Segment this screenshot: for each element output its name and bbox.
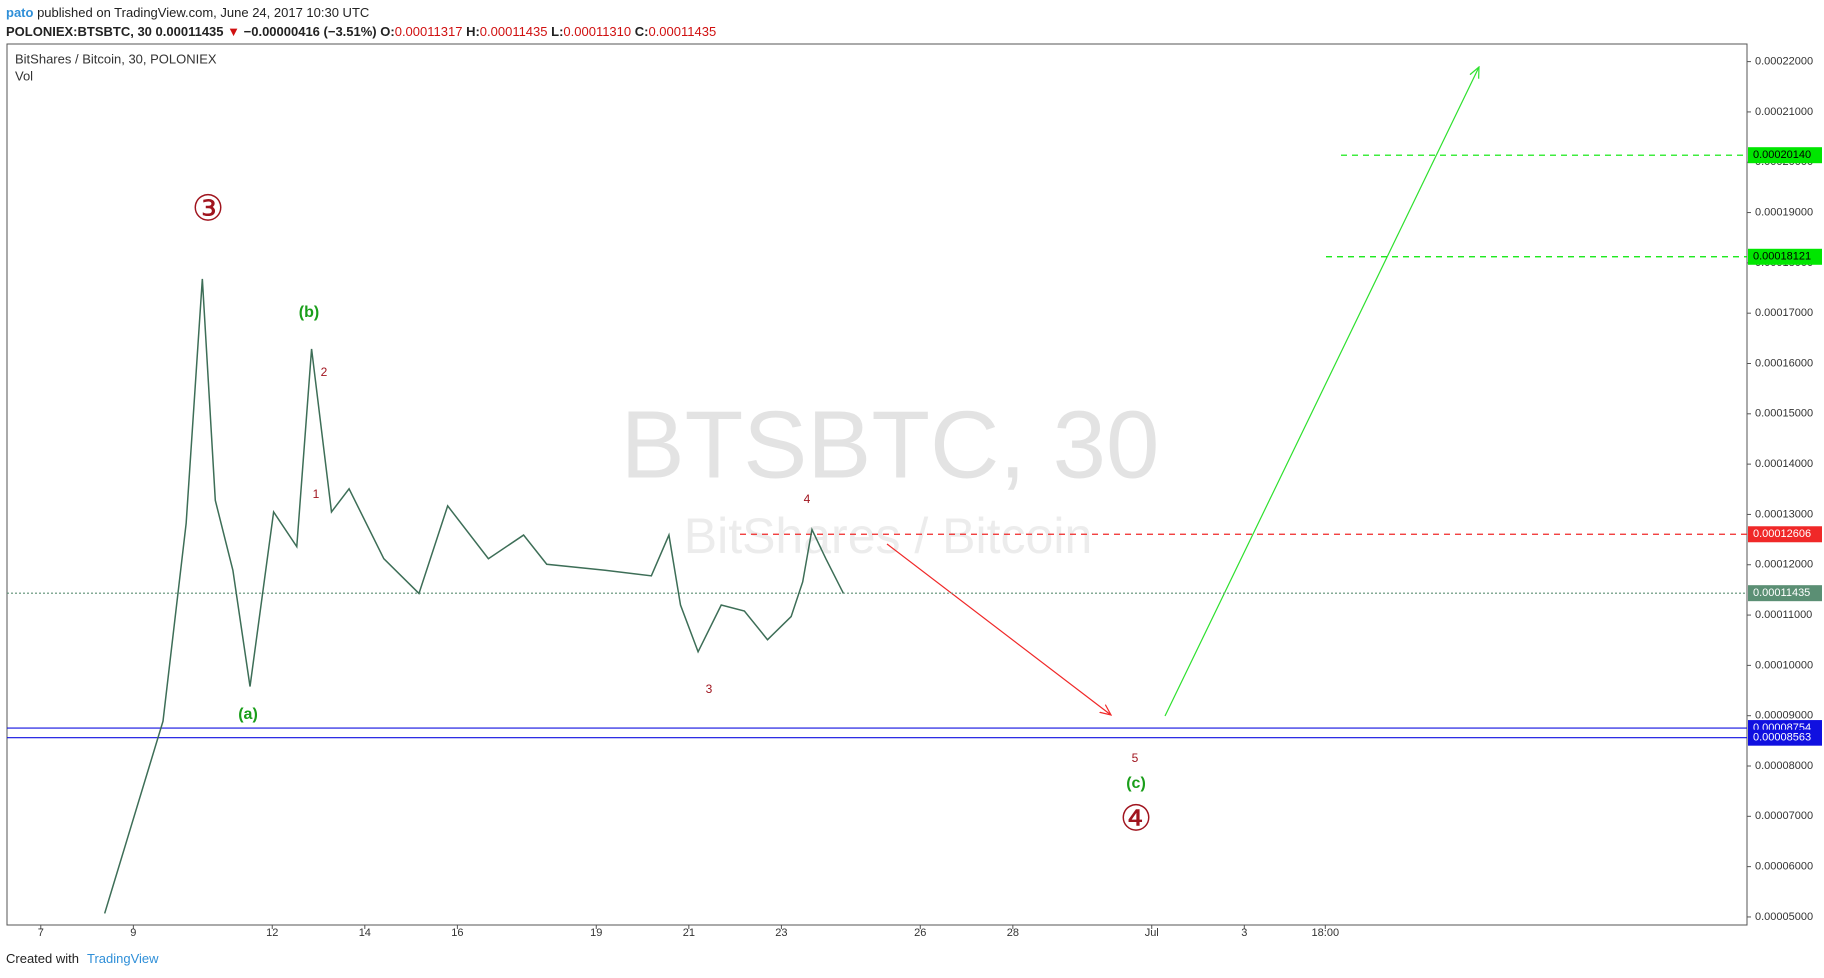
price-level-label: 0.00012606	[1753, 528, 1811, 540]
x-tick-label: 9	[130, 927, 136, 939]
y-tick-label: 0.00009000	[1755, 710, 1813, 722]
y-tick-label: 0.00013000	[1755, 508, 1813, 520]
x-tick-label: 3	[1241, 927, 1247, 939]
wave-label: (a)	[238, 706, 258, 723]
y-tick-label: 0.00014000	[1755, 458, 1813, 470]
brand[interactable]: TradingView	[86, 951, 159, 966]
price-level-label: 0.00020140	[1753, 149, 1811, 161]
price-level-tag	[1748, 585, 1822, 602]
header: pato published on TradingView.com, June …	[6, 3, 716, 41]
created: Created with	[6, 951, 79, 966]
wave-label: 5	[1132, 751, 1139, 765]
price-level-label: 0.00008563	[1753, 732, 1811, 744]
legend-title: BitShares / Bitcoin, 30, POLONIEX	[15, 51, 217, 66]
price-level-tag	[1748, 147, 1822, 164]
x-tick-label: 7	[38, 927, 44, 939]
footer: Created with TradingView	[6, 951, 159, 966]
price-line	[103, 278, 845, 914]
forecast-arrow	[886, 543, 1111, 715]
y-tick-label: 0.00021000	[1755, 106, 1813, 118]
ohlc-label: H:	[466, 24, 480, 39]
author[interactable]: pato	[6, 5, 34, 20]
wave-label: ③	[192, 188, 224, 229]
ohlc-value: 0.00011310	[563, 24, 632, 39]
y-tick-label: 0.00016000	[1755, 357, 1813, 369]
ohlc-label: L:	[551, 24, 564, 39]
x-tick-label: 21	[683, 927, 695, 939]
ohlc-value: 0.00011435	[648, 24, 717, 39]
watermark-subtitle: BitShares / Bitcoin	[684, 508, 1093, 564]
price-level-label: 0.00018121	[1753, 251, 1811, 263]
wave-label: ④	[1120, 798, 1152, 839]
price-level-label: 0.00011435	[1753, 587, 1810, 599]
ohlc-value: 0.00011317	[394, 24, 463, 39]
x-tick-label: 14	[359, 927, 371, 939]
y-tick-label: 0.00012000	[1755, 559, 1813, 571]
ohlc-label: O:	[380, 24, 395, 39]
wave-label: 4	[804, 492, 811, 506]
wave-label: (b)	[299, 304, 319, 321]
watermark: BTSBTC, 30	[621, 391, 1160, 498]
ohlc-value: 0.00011435	[479, 24, 548, 39]
change: −0.00000416 (−3.51%)	[243, 24, 377, 39]
y-tick-label: 0.00022000	[1755, 56, 1813, 68]
wave-label: 2	[321, 365, 328, 379]
y-tick-label: 0.00008000	[1755, 760, 1813, 772]
x-tick-label: 18:00	[1312, 927, 1340, 939]
wave-label: 1	[313, 487, 320, 501]
price-level-tag	[1748, 526, 1822, 543]
y-tick-label: 0.00011000	[1755, 609, 1812, 621]
volume-label: Vol	[15, 68, 33, 83]
ohlc-label: C:	[634, 24, 649, 39]
price-level-tag	[1748, 729, 1822, 746]
last: 0.00011435	[155, 24, 224, 39]
y-tick-label: 0.00007000	[1755, 810, 1813, 822]
header-line: POLONIEX:BTSBTC, 30 0.00011435 ▼ −0.0000…	[6, 22, 716, 41]
x-tick-label: 16	[451, 927, 463, 939]
wave-label: (c)	[1126, 775, 1146, 792]
published: published on TradingView.com, June 24, 2…	[37, 5, 370, 20]
symbol: POLONIEX:BTSBTC, 30	[6, 24, 152, 39]
x-tick-label: 19	[590, 927, 602, 939]
x-tick-label: Jul	[1145, 927, 1159, 939]
y-tick-label: 0.00010000	[1755, 659, 1813, 671]
forecast-arrow	[1164, 67, 1479, 717]
y-tick-label: 0.00006000	[1755, 861, 1813, 873]
price-level-tag	[1748, 248, 1822, 265]
chart: BTSBTC, 30 BitShares / Bitcoin BitShares…	[6, 43, 1822, 939]
x-tick-label: 12	[266, 927, 278, 939]
x-tick-label: 26	[914, 927, 926, 939]
y-tick-label: 0.00015000	[1755, 408, 1813, 420]
y-tick-label: 0.00017000	[1755, 307, 1813, 319]
x-tick-label: 23	[775, 927, 787, 939]
y-tick-label: 0.00005000	[1755, 911, 1813, 923]
header-line: pato published on TradingView.com, June …	[6, 3, 716, 22]
arrow: ▼	[227, 24, 241, 39]
wave-label: 3	[706, 682, 713, 696]
x-tick-label: 28	[1007, 927, 1019, 939]
y-tick-label: 0.00019000	[1755, 206, 1813, 218]
